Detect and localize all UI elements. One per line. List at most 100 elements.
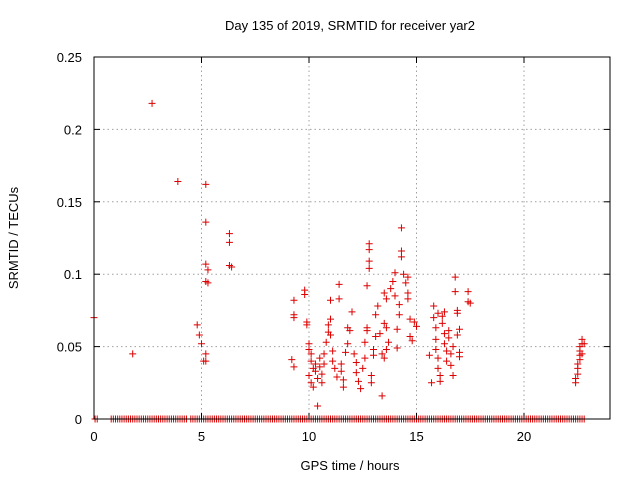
data-point bbox=[449, 372, 457, 380]
data-point bbox=[404, 273, 412, 281]
data-point bbox=[574, 360, 582, 368]
data-point bbox=[445, 327, 453, 335]
data-point bbox=[425, 351, 433, 359]
data-point bbox=[339, 383, 347, 391]
data-point bbox=[447, 350, 455, 358]
data-point bbox=[129, 350, 137, 358]
data-point bbox=[309, 383, 317, 391]
data-point bbox=[413, 322, 420, 330]
data-point bbox=[397, 253, 405, 261]
data-point bbox=[367, 379, 375, 387]
data-point bbox=[438, 312, 446, 320]
data-point bbox=[202, 260, 210, 268]
data-point bbox=[578, 350, 586, 358]
data-point bbox=[228, 263, 236, 271]
data-point bbox=[335, 295, 343, 303]
data-point bbox=[440, 330, 448, 338]
data-point bbox=[311, 360, 319, 368]
data-point bbox=[385, 338, 393, 346]
data-point bbox=[327, 315, 334, 323]
data-point bbox=[466, 299, 474, 307]
data-points bbox=[90, 99, 588, 423]
data-point bbox=[430, 314, 438, 322]
data-point bbox=[305, 345, 313, 353]
data-point bbox=[357, 385, 365, 393]
data-point bbox=[320, 350, 328, 358]
chart-title: Day 135 of 2019, SRMTID for receiver yar… bbox=[225, 18, 475, 33]
data-point bbox=[202, 357, 210, 365]
data-point bbox=[440, 308, 448, 316]
data-point bbox=[359, 364, 367, 372]
data-point bbox=[393, 325, 401, 333]
data-point bbox=[434, 354, 442, 362]
data-point bbox=[290, 296, 298, 304]
data-point bbox=[378, 392, 386, 400]
data-point bbox=[443, 357, 451, 365]
data-point bbox=[335, 280, 343, 288]
data-point bbox=[318, 379, 326, 387]
data-point bbox=[314, 374, 322, 382]
data-point bbox=[365, 246, 373, 254]
y-tick-label: 0.2 bbox=[64, 122, 82, 137]
data-point bbox=[382, 295, 390, 303]
data-point bbox=[380, 354, 388, 362]
x-tick-label: 15 bbox=[409, 429, 423, 444]
data-point bbox=[337, 367, 345, 375]
x-tick-label: 20 bbox=[517, 429, 531, 444]
data-point bbox=[193, 321, 201, 329]
data-point bbox=[400, 270, 408, 278]
data-point bbox=[404, 295, 412, 303]
data-point bbox=[578, 335, 586, 343]
data-point bbox=[348, 308, 356, 316]
data-point bbox=[406, 315, 414, 323]
data-point bbox=[436, 377, 444, 385]
data-point bbox=[202, 180, 210, 188]
y-axis-label: SRMTID / TECUs bbox=[6, 186, 21, 289]
data-point bbox=[449, 343, 457, 351]
data-point bbox=[337, 360, 345, 368]
data-point bbox=[322, 338, 330, 346]
data-point bbox=[204, 279, 212, 287]
data-point bbox=[318, 370, 326, 378]
data-point bbox=[354, 377, 362, 385]
data-point bbox=[344, 340, 352, 348]
data-point bbox=[380, 289, 388, 297]
data-point bbox=[393, 344, 401, 352]
data-point bbox=[331, 364, 339, 372]
data-point bbox=[288, 356, 296, 364]
data-point bbox=[376, 330, 384, 338]
data-point bbox=[428, 379, 436, 387]
data-point bbox=[148, 99, 156, 107]
data-point bbox=[352, 359, 360, 367]
data-point bbox=[361, 338, 369, 346]
data-point bbox=[387, 285, 395, 293]
data-point bbox=[402, 279, 410, 287]
x-tick-label: 0 bbox=[90, 429, 97, 444]
data-point bbox=[365, 257, 373, 265]
data-point bbox=[202, 218, 210, 226]
data-point bbox=[389, 277, 397, 285]
data-point bbox=[350, 350, 358, 358]
data-point bbox=[363, 282, 371, 290]
data-point bbox=[443, 347, 451, 355]
data-point bbox=[352, 369, 360, 377]
data-point bbox=[374, 302, 382, 310]
data-point bbox=[391, 292, 399, 300]
data-point bbox=[434, 364, 442, 372]
data-point bbox=[365, 264, 373, 272]
data-point bbox=[324, 321, 332, 329]
data-point bbox=[438, 319, 446, 327]
data-point bbox=[372, 311, 380, 319]
data-point bbox=[290, 363, 298, 371]
y-tick-label: 0.05 bbox=[57, 340, 82, 355]
data-point bbox=[434, 309, 442, 317]
data-point bbox=[456, 325, 463, 333]
data-point bbox=[572, 374, 580, 382]
x-tick-label: 10 bbox=[302, 429, 316, 444]
data-point bbox=[395, 311, 403, 319]
data-point bbox=[307, 379, 315, 387]
data-point bbox=[410, 318, 418, 326]
data-point bbox=[397, 224, 405, 232]
data-point bbox=[361, 354, 369, 362]
